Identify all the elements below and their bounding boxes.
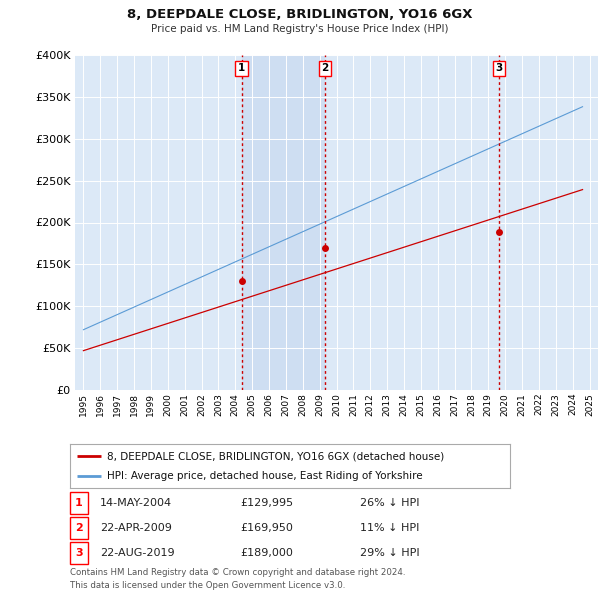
- Text: 11% ↓ HPI: 11% ↓ HPI: [360, 523, 419, 533]
- Text: 8, DEEPDALE CLOSE, BRIDLINGTON, YO16 6GX (detached house): 8, DEEPDALE CLOSE, BRIDLINGTON, YO16 6GX…: [107, 451, 445, 461]
- Text: 1: 1: [238, 63, 245, 73]
- Text: 2: 2: [75, 523, 83, 533]
- Text: 3: 3: [496, 63, 503, 73]
- Text: £129,995: £129,995: [240, 498, 293, 508]
- Text: 1: 1: [75, 498, 83, 508]
- Bar: [325, 55, 499, 390]
- Bar: [242, 55, 325, 390]
- Text: 8, DEEPDALE CLOSE, BRIDLINGTON, YO16 6GX: 8, DEEPDALE CLOSE, BRIDLINGTON, YO16 6GX: [127, 8, 473, 21]
- Text: 22-AUG-2019: 22-AUG-2019: [100, 548, 175, 558]
- Text: HPI: Average price, detached house, East Riding of Yorkshire: HPI: Average price, detached house, East…: [107, 471, 423, 481]
- Text: 29% ↓ HPI: 29% ↓ HPI: [360, 548, 419, 558]
- Text: 26% ↓ HPI: 26% ↓ HPI: [360, 498, 419, 508]
- Text: 14-MAY-2004: 14-MAY-2004: [100, 498, 172, 508]
- Text: 3: 3: [75, 548, 83, 558]
- Text: Price paid vs. HM Land Registry's House Price Index (HPI): Price paid vs. HM Land Registry's House …: [151, 24, 449, 34]
- Text: £169,950: £169,950: [240, 523, 293, 533]
- Text: Contains HM Land Registry data © Crown copyright and database right 2024.
This d: Contains HM Land Registry data © Crown c…: [70, 568, 406, 589]
- Text: 2: 2: [321, 63, 328, 73]
- Text: £189,000: £189,000: [240, 548, 293, 558]
- Text: 22-APR-2009: 22-APR-2009: [100, 523, 172, 533]
